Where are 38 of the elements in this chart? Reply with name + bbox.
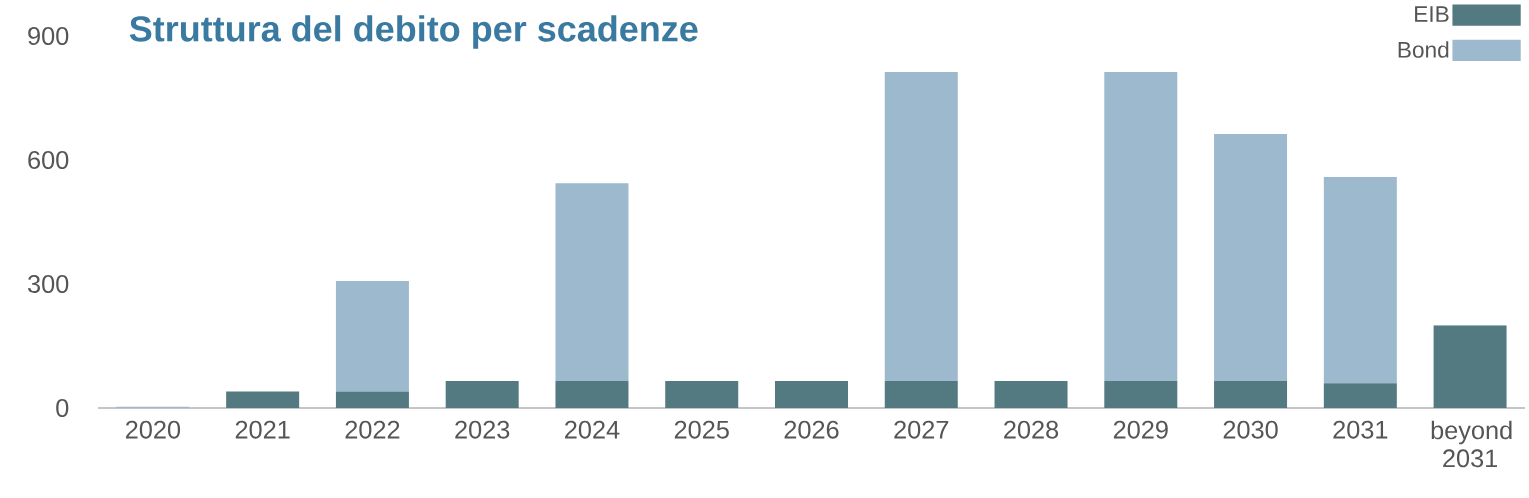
y-tick-label: 600 (28, 151, 69, 169)
x-tick-label: 2022 (345, 420, 400, 439)
x-tick-label: 2027 (894, 420, 949, 439)
bar (555, 381, 629, 408)
bar (1433, 325, 1507, 408)
x-tick-label: 2025 (674, 420, 729, 439)
x-tick-label: 2020 (125, 420, 181, 439)
y-tick-label: 900 (28, 27, 69, 45)
x-tick-label: 2026 (784, 420, 839, 439)
bar (335, 281, 409, 392)
bar (1214, 133, 1288, 382)
x-tick-label: 2028 (1004, 420, 1059, 439)
bar (994, 381, 1068, 408)
y-tick-label: 300 (27, 275, 69, 293)
x-tick-label: 2030 (1223, 420, 1278, 439)
x-tick-label: 2024 (565, 420, 620, 439)
bar (1323, 176, 1397, 384)
bar (665, 381, 739, 408)
bar (445, 381, 519, 408)
bar (555, 183, 629, 382)
bar (1214, 381, 1288, 408)
bar (775, 381, 848, 408)
x-tick-label: beyond 2031 (1431, 420, 1512, 468)
bar (884, 71, 958, 382)
y-tick-label: 0 (56, 399, 69, 417)
chart-title: Struttura del debito per scadenze (129, 15, 698, 49)
bar (1323, 383, 1397, 408)
x-tick-label: 2029 (1113, 420, 1168, 439)
bar (335, 391, 409, 408)
x-tick-label: 2031 (1333, 420, 1388, 439)
legend-label: EIB (1415, 6, 1449, 22)
bar (884, 381, 958, 408)
bar (1104, 381, 1178, 408)
legend-label: Bond (1398, 41, 1449, 58)
x-tick-label: 2023 (455, 420, 510, 439)
bar (226, 391, 300, 408)
bar (1104, 71, 1178, 382)
x-tick-label: 2021 (235, 420, 290, 439)
